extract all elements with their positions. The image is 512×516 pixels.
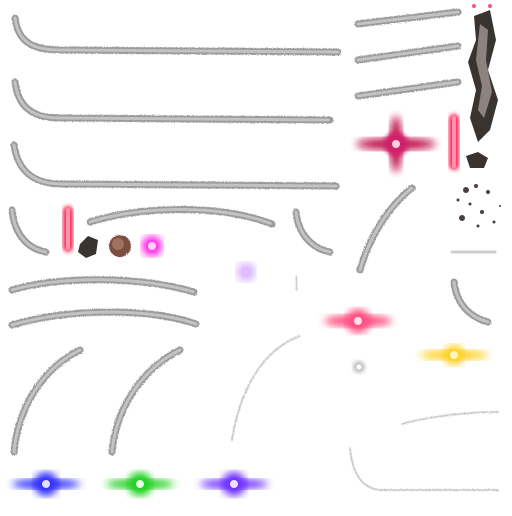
slash-trail-3 <box>12 143 338 188</box>
slash-trails <box>8 8 500 491</box>
purple-lens-flare-icon <box>200 472 268 496</box>
dirt-clump-icon <box>109 235 131 257</box>
rock-chunk-icon <box>466 152 488 168</box>
slash-trail-18 <box>401 411 499 425</box>
slash-trail-20 <box>295 275 298 291</box>
slash-trail-5 <box>356 44 460 62</box>
green-lens-flare-icon <box>106 472 174 496</box>
rock-column-icon <box>468 10 498 142</box>
blue-lens-flare-icon <box>12 472 80 496</box>
slash-trail-2 <box>13 80 332 122</box>
slash-trail-12 <box>10 310 198 327</box>
slash-trail-4 <box>356 10 460 26</box>
slash-trail-9 <box>294 210 332 254</box>
beams <box>63 114 459 252</box>
spark-dots-icon <box>472 4 492 8</box>
slash-trail-14 <box>110 348 182 454</box>
violet-spark-icon <box>237 263 255 281</box>
orbs <box>142 236 365 373</box>
slash-trail-7 <box>10 208 48 254</box>
debris-scatter-icon <box>456 184 501 228</box>
crimson-star-flare-icon <box>356 116 436 172</box>
slash-trail-17 <box>231 335 301 441</box>
debris <box>78 10 501 258</box>
red-beam-small-icon <box>449 114 459 170</box>
flares <box>12 116 488 496</box>
rock-chunk-small-icon <box>78 236 98 258</box>
magenta-orb-icon <box>142 236 162 256</box>
slash-trail-1 <box>13 16 340 54</box>
red-beam-vertical-icon <box>63 206 73 252</box>
slash-trail-8 <box>88 208 274 226</box>
slash-trail-13 <box>12 348 82 454</box>
pink-lens-flare-icon <box>324 309 392 333</box>
slash-trail-11 <box>10 278 196 294</box>
grey-ring-icon <box>353 361 365 373</box>
slash-trail-19 <box>349 447 499 491</box>
slash-trail-6 <box>356 80 460 98</box>
gold-lens-flare-icon <box>420 345 488 365</box>
slash-trail-15 <box>452 280 490 324</box>
slash-trail-10 <box>358 186 414 272</box>
